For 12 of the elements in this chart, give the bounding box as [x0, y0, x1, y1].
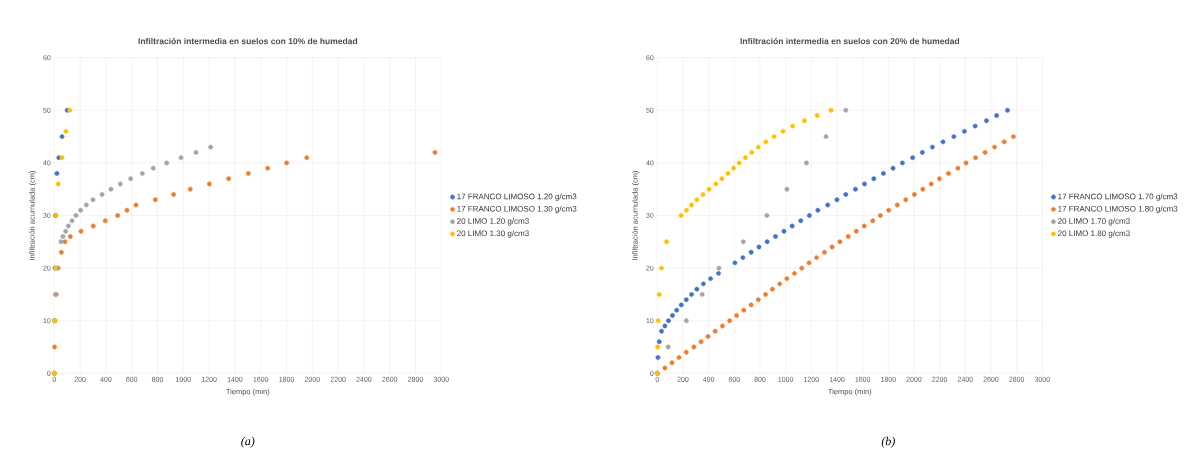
- legend-label: 20 LIMO 1.20 g/cm3: [457, 217, 529, 226]
- text: (a): [241, 436, 255, 448]
- legend-label: 20 LIMO 1.30 g/cm3: [457, 230, 529, 238]
- chart-title: Infiltración intermedia en suelos con 20% de humedad: [740, 37, 960, 45]
- legend-label: 17 FRANCO LIMOSO 1.30 g/cm3: [457, 205, 577, 214]
- chart-title: Infiltración intermedia en suelos con 10% de humedad: [138, 37, 358, 45]
- legend-label: 17 FRANCO LIMOSO 1.70 g/cm3: [1058, 193, 1178, 201]
- legend-label: 20 LIMO 1.70 g/cm3: [1058, 217, 1130, 226]
- legend-label: 17 FRANCO LIMOSO 1.80 g/cm3: [1058, 205, 1178, 214]
- legend-label: 20 LIMO 1.80 g/cm3: [1058, 230, 1130, 238]
- text: (b): [881, 436, 895, 448]
- legend-label: 17 FRANCO LIMOSO 1.20 g/cm3: [457, 193, 577, 201]
